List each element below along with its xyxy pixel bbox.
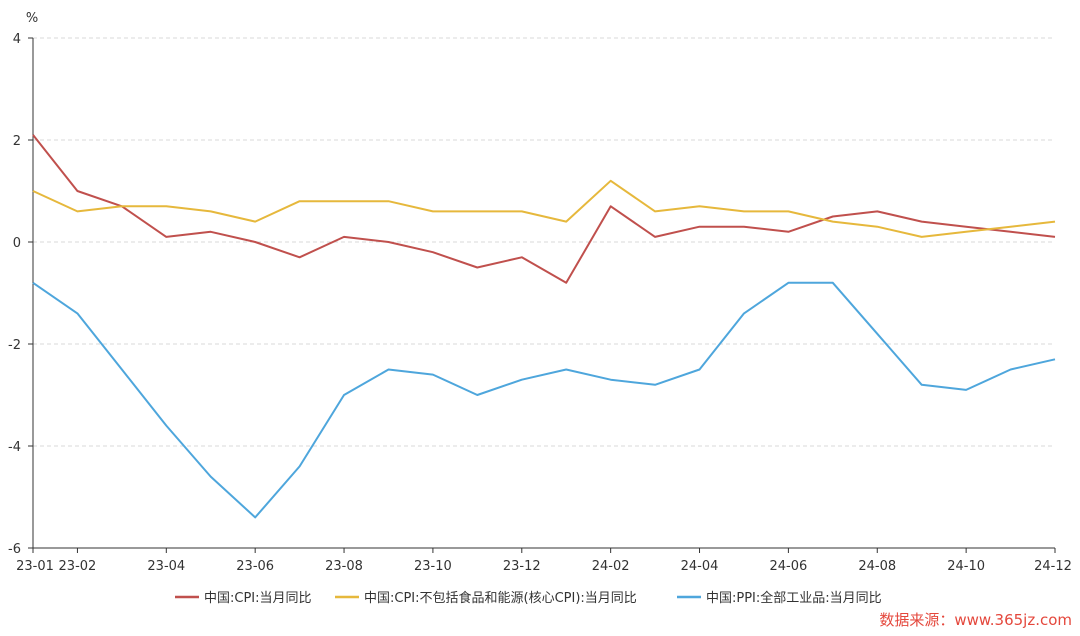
x-tick-label: 24-02 [592, 559, 630, 574]
x-tick-label: 24-12 [1034, 559, 1072, 574]
y-tick-label: -6 [8, 542, 21, 557]
series-line-2 [32, 179, 1056, 238]
x-tick-label: 23-01 [16, 559, 54, 574]
y-tick-label: -4 [8, 440, 21, 455]
watermark-text: 数据来源：www.365jz.com [879, 611, 1072, 629]
x-tick-label: 23-02 [59, 559, 97, 574]
x-tick-label: 23-08 [325, 559, 363, 574]
series-lines [32, 134, 1056, 519]
x-tick-label: 23-04 [147, 559, 185, 574]
legend-item-2[interactable]: 中国:CPI:不包括食品和能源(核心CPI):当月同比 [335, 590, 637, 606]
x-tick-label: 24-08 [858, 559, 896, 574]
y-tick-label: 2 [13, 134, 21, 149]
y-tick-label: -2 [8, 338, 21, 353]
x-tick-label: 23-06 [236, 559, 274, 574]
y-axis-unit-label: % [26, 11, 38, 26]
legend[interactable]: 中国:CPI:当月同比 中国:CPI:不包括食品和能源(核心CPI):当月同比 中国… [175, 590, 882, 606]
x-tick-label: 24-04 [681, 559, 719, 574]
y-tick-label: 0 [13, 236, 21, 251]
y-tick-label: 4 [13, 32, 21, 47]
grid-lines [33, 37, 1055, 447]
legend-label: 中国:CPI:不包括食品和能源(核心CPI):当月同比 [364, 590, 637, 606]
x-tick-label: 23-10 [414, 559, 452, 574]
legend-label: 中国:PPI:全部工业品:当月同比 [706, 590, 882, 606]
series-line-1 [32, 134, 1056, 284]
x-tick-label: 24-10 [947, 559, 985, 574]
axes: -6 -4 -2 0 2 4% 23-01 23-02 23-04 23-06 23-08 23-10… [8, 11, 1072, 574]
x-tick-label: 23-12 [503, 559, 541, 574]
legend-item-3[interactable]: 中国:PPI:全部工业品:当月同比 [677, 590, 882, 606]
legend-item-1[interactable]: 中国:CPI:当月同比 [175, 591, 312, 606]
series-line-3 [32, 281, 1056, 519]
x-tick-label: 24-06 [770, 559, 808, 574]
legend-label: 中国:CPI:当月同比 [204, 591, 312, 606]
